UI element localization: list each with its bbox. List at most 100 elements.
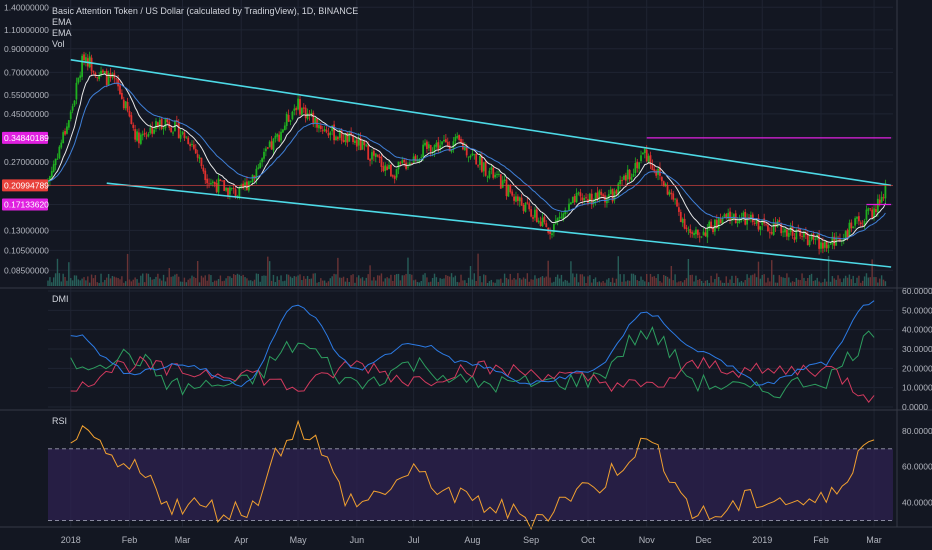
volume-bar (232, 274, 235, 286)
candle-body (704, 232, 707, 237)
volume-bar (594, 277, 597, 286)
candle-body (715, 220, 718, 228)
volume-bar (433, 273, 436, 286)
time-axis[interactable]: 2018 Feb Mar Apr May Jun Jul Aug Sep Oct Nov Dec 201… (61, 535, 882, 545)
vol-legend[interactable]: Vol (52, 39, 65, 49)
candle-body (651, 164, 654, 170)
candle-body (496, 174, 498, 175)
candle-body (196, 154, 199, 158)
volume-bar (500, 278, 502, 286)
candle-body (249, 181, 252, 183)
candle-body (501, 180, 504, 188)
candle-body (662, 181, 665, 187)
candle-body (450, 149, 453, 152)
annotations[interactable] (48, 59, 893, 268)
candle-body (719, 219, 722, 224)
volume-bar (399, 280, 402, 286)
volume-bar (852, 275, 854, 286)
candle-body (729, 211, 731, 221)
volume-bar (394, 274, 396, 286)
volume-bar (547, 260, 549, 286)
volume-bar (143, 282, 146, 286)
candle-body (128, 110, 131, 117)
volume-bar (416, 281, 419, 286)
candle-body (105, 70, 108, 86)
volume-bar (159, 278, 161, 286)
price-tick-label: 1.10000000 (4, 25, 49, 35)
candle-body (102, 70, 104, 73)
ema-legend-2[interactable]: EMA (52, 28, 72, 38)
candle-body (839, 238, 841, 242)
volume-bar (638, 281, 640, 286)
volume-bar (255, 273, 258, 286)
volume-bar (469, 266, 472, 286)
candle-body (545, 223, 548, 227)
volume-bar (174, 274, 176, 286)
volume-bar (418, 282, 421, 286)
rsi-legend[interactable]: RSI (52, 416, 67, 427)
volume-bar (185, 282, 188, 286)
volume-bar (221, 281, 224, 286)
volume-bar (223, 280, 225, 286)
adx-line (70, 300, 875, 388)
volume-bar (727, 282, 729, 286)
candle-body (96, 77, 99, 79)
volume-bar (303, 276, 305, 286)
volume-bar (636, 280, 638, 286)
ema-legend-1[interactable]: EMA (52, 17, 72, 27)
volume-bar (704, 280, 707, 286)
candle-body (541, 217, 544, 227)
price-axis[interactable]: 1.40000000 1.10000000 0.90000000 0.70000000… (2, 2, 932, 508)
candle-body (649, 155, 652, 165)
candle-body (319, 125, 322, 129)
candle-body (211, 181, 214, 183)
candle-body (228, 187, 231, 195)
symbol-title[interactable]: Basic Attention Token / US Dollar (calcu… (52, 6, 359, 16)
candle-body (352, 135, 354, 142)
volume-bar (562, 281, 565, 286)
candle-body (367, 145, 370, 160)
candle-body (552, 223, 555, 233)
dmi-legend[interactable]: DMI (52, 294, 69, 305)
candle-body (208, 183, 210, 185)
volume-bar (784, 277, 786, 286)
candle-body (630, 177, 633, 181)
volume-bar (62, 273, 64, 286)
volume-bar (134, 277, 136, 286)
candle-body (645, 149, 648, 162)
volume-bar (613, 282, 616, 286)
candle-body (230, 188, 233, 190)
candle-body (416, 160, 419, 162)
volume-bar (664, 275, 667, 286)
volume-bar (191, 275, 193, 286)
volume-bar (100, 273, 102, 286)
candle-body (408, 162, 411, 166)
volume-bar (375, 280, 377, 286)
candle-body (551, 233, 553, 235)
volume-bar (342, 276, 345, 286)
candle-body (306, 113, 309, 119)
volume-bar (611, 277, 614, 286)
candle-body (192, 144, 195, 149)
candle-body (420, 157, 423, 159)
volume-bar (649, 273, 652, 286)
volume-bar (329, 278, 331, 286)
volume-bar (752, 274, 754, 286)
volume-bar (392, 280, 394, 286)
volume-bar (860, 282, 862, 286)
candle-body (329, 132, 332, 135)
candle-body (191, 143, 193, 146)
volume-bar (104, 279, 106, 286)
candle-body (475, 154, 478, 165)
candle-body (471, 153, 474, 156)
volume-bar (553, 281, 555, 286)
volume-bar (600, 282, 602, 286)
candle-body (518, 197, 521, 202)
volume-bar (810, 273, 813, 286)
volume-bar (414, 279, 417, 286)
candle-body (437, 142, 440, 150)
time-tick-label: Oct (581, 535, 596, 545)
volume-bar (854, 282, 856, 286)
volume-bar (395, 274, 398, 286)
